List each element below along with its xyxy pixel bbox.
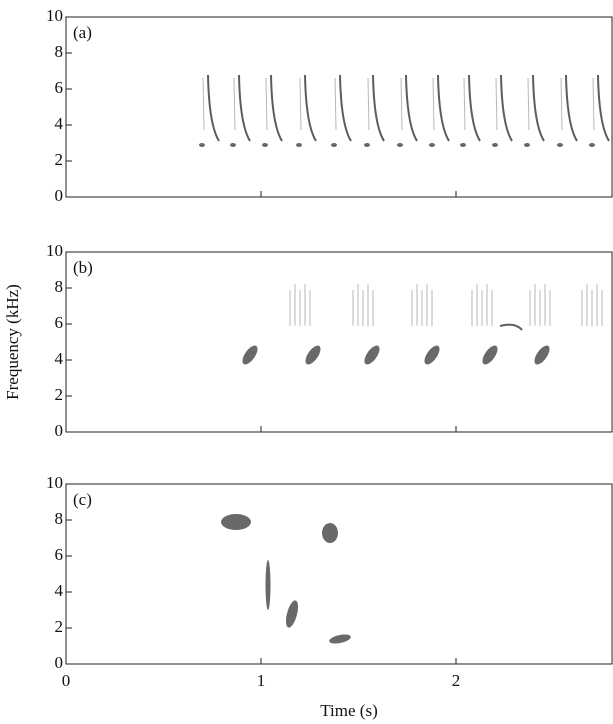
y-tick-label: 8 (55, 42, 64, 61)
call-note (492, 143, 498, 147)
call-trace (334, 77, 337, 131)
call-note (364, 143, 370, 147)
plot-frame (65, 16, 613, 198)
y-tick-label: 6 (55, 78, 64, 97)
call-note (429, 143, 435, 147)
call-note (242, 345, 258, 365)
call-note (329, 634, 351, 644)
y-tick-label: 4 (55, 349, 64, 368)
x-tick-label: 0 (62, 671, 71, 690)
panel-label: (b) (73, 258, 93, 277)
call-note (524, 143, 530, 147)
call-note (285, 600, 299, 628)
call-trace (463, 77, 466, 131)
y-tick-label: 0 (55, 421, 64, 440)
call-trace (495, 77, 498, 131)
call-trace (592, 77, 595, 131)
y-tick-label: 10 (46, 473, 63, 492)
plot-frame (65, 251, 613, 433)
call-trace (532, 74, 545, 142)
call-trace (339, 74, 352, 142)
call-note (199, 143, 205, 147)
y-tick-label: 6 (55, 545, 64, 564)
y-tick-label: 0 (55, 186, 64, 205)
x-tick-label: 2 (452, 671, 461, 690)
panel-label: (c) (73, 490, 92, 509)
y-tick-label: 10 (46, 6, 63, 25)
y-tick-label: 8 (55, 509, 64, 528)
call-trace (304, 74, 317, 142)
y-tick-label: 4 (55, 581, 64, 600)
call-trace (367, 77, 370, 131)
y-tick-label: 2 (55, 150, 64, 169)
y-tick-label: 2 (55, 617, 64, 636)
call-note (305, 345, 321, 365)
call-trace (468, 74, 481, 142)
call-note (460, 143, 466, 147)
call-note (230, 143, 236, 147)
call-trace (500, 74, 513, 142)
call-note (265, 560, 271, 610)
x-axis-label: Time (s) (320, 701, 377, 720)
call-note (331, 143, 337, 147)
y-tick-label: 2 (55, 385, 64, 404)
call-note (589, 143, 595, 147)
call-trace (400, 77, 403, 131)
call-trace (202, 77, 205, 131)
call-note (424, 345, 440, 365)
call-note (221, 514, 251, 530)
call-trace (565, 74, 578, 142)
call-trace (372, 74, 385, 142)
call-trace (437, 74, 450, 142)
call-trace (432, 77, 435, 131)
call-note (397, 143, 403, 147)
call-trace (207, 74, 220, 142)
call-trace (265, 77, 268, 131)
y-axis-label: Frequency (kHz) (3, 284, 22, 400)
y-tick-label: 4 (55, 114, 64, 133)
call-trace (299, 77, 302, 131)
call-note (262, 143, 268, 147)
y-tick-label: 6 (55, 313, 64, 332)
call-trace (233, 77, 236, 131)
call-note (534, 345, 550, 365)
call-trace (499, 323, 523, 331)
call-trace (597, 74, 610, 142)
call-trace (270, 74, 283, 142)
x-tick-label: 1 (257, 671, 266, 690)
call-note (296, 143, 302, 147)
call-trace (560, 77, 563, 131)
call-note (364, 345, 380, 365)
call-note (482, 345, 498, 365)
call-trace (238, 74, 251, 142)
call-note (322, 523, 338, 543)
y-tick-label: 0 (55, 653, 64, 672)
call-note (557, 143, 563, 147)
plot-frame (65, 483, 613, 665)
call-trace (405, 74, 418, 142)
y-tick-label: 8 (55, 277, 64, 296)
panel-label: (a) (73, 23, 92, 42)
call-trace (527, 77, 530, 131)
y-tick-label: 10 (46, 241, 63, 260)
